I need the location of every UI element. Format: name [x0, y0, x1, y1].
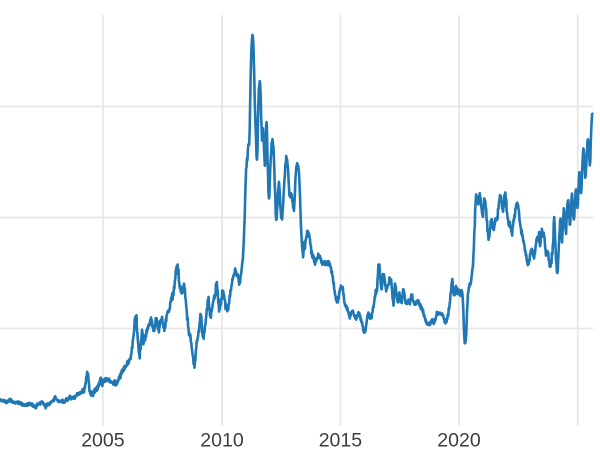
svg-text:2015: 2015 — [319, 430, 363, 450]
svg-text:2020: 2020 — [437, 430, 481, 450]
svg-text:2010: 2010 — [200, 430, 244, 450]
svg-text:2005: 2005 — [81, 430, 125, 450]
